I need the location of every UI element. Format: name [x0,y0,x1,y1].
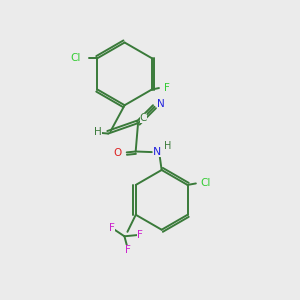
Text: N: N [153,147,161,157]
Text: H: H [94,127,102,137]
Text: Cl: Cl [200,178,211,188]
Text: F: F [164,83,170,93]
Text: N: N [157,99,165,109]
Text: O: O [113,148,121,158]
Text: C: C [140,113,147,123]
Text: F: F [125,245,131,255]
Text: H: H [164,141,171,151]
Text: Cl: Cl [71,53,81,63]
Text: F: F [109,223,115,233]
Text: F: F [137,230,143,240]
